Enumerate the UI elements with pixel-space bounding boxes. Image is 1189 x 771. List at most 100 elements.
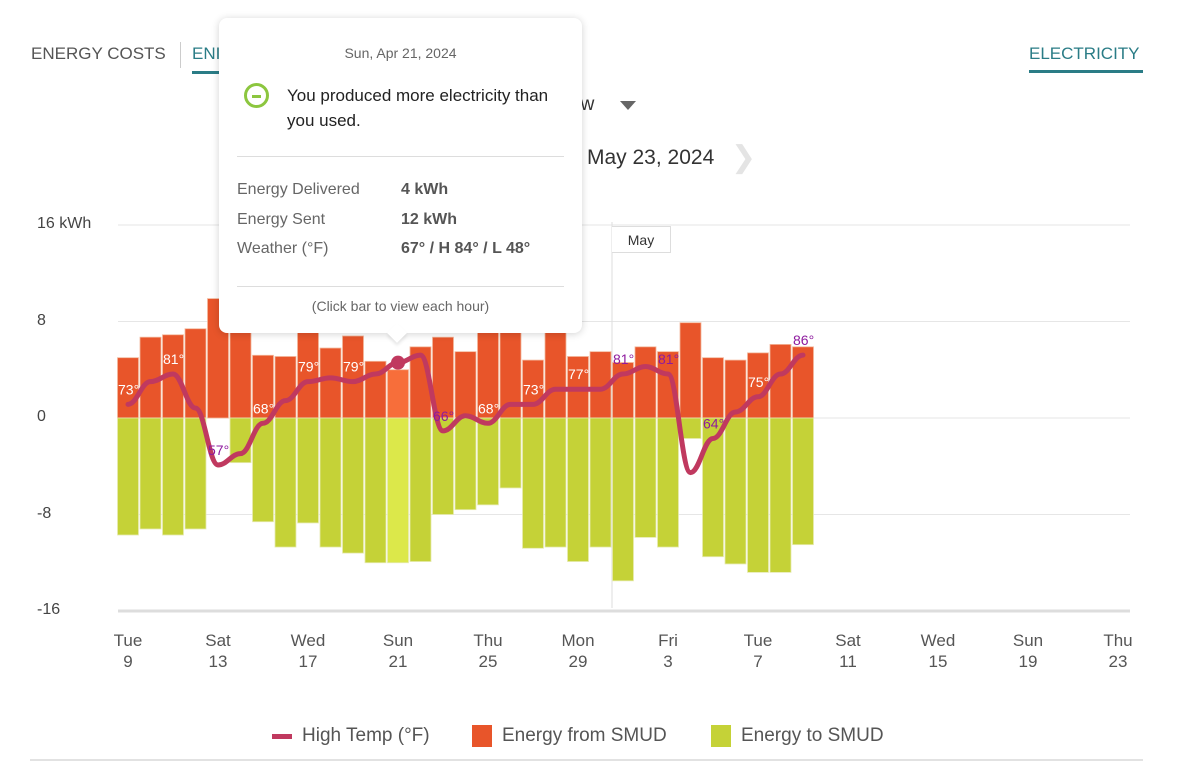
bar-energy-to[interactable] [319, 417, 342, 548]
x-tick-dow: Wed [920, 631, 956, 650]
legend-high-temp[interactable]: High Temp (°F) [272, 725, 430, 747]
x-tick-day: 29 [568, 652, 588, 671]
x-tick-day: 13 [208, 652, 228, 671]
bar-energy-to[interactable] [634, 417, 657, 538]
electricity-tab-underline [1029, 70, 1143, 73]
temp-data-label: 79° [343, 359, 364, 375]
x-tick-day: 9 [123, 652, 133, 671]
bar-energy-to[interactable] [162, 417, 184, 536]
bar-energy-to[interactable] [522, 417, 544, 549]
tooltip-message: You produced more electricity than you u… [287, 86, 549, 130]
bar-energy-from[interactable] [454, 351, 477, 419]
next-period-chevron-icon[interactable]: ❯ [731, 140, 757, 175]
active-tab-underline [192, 71, 222, 74]
legend-energy-from[interactable]: Energy from SMUD [472, 725, 667, 747]
bar-energy-to[interactable] [364, 417, 387, 564]
bar-energy-to[interactable] [477, 417, 499, 506]
legend-label: Energy from SMUD [502, 725, 667, 746]
bar-energy-to[interactable] [274, 417, 297, 548]
bar-energy-from[interactable] [679, 322, 702, 419]
tooltip-row-value: 4 kWh [401, 181, 449, 198]
bar-energy-from[interactable] [319, 347, 342, 419]
x-tick-label: Thu 25 [458, 630, 518, 672]
bar-energy-to[interactable] [747, 417, 769, 573]
highlight-point [391, 355, 405, 370]
x-tick-label: Wed 17 [278, 630, 338, 672]
x-tick-dow: Tue [743, 631, 773, 650]
bar-energy-to[interactable] [589, 417, 612, 548]
temp-data-label: 57° [208, 442, 229, 458]
legend-line-swatch [272, 733, 292, 739]
temp-data-label: 75° [748, 374, 769, 390]
bar-energy-from[interactable] [634, 346, 657, 419]
legend-square-swatch [711, 725, 731, 747]
legend-energy-to[interactable]: Energy to SMUD [711, 725, 884, 747]
temp-data-label: 68° [478, 400, 499, 416]
bar-energy-to[interactable] [139, 417, 162, 530]
bar-energy-from[interactable] [229, 327, 252, 419]
tooltip-divider [237, 156, 564, 157]
tooltip-row-label: Energy Delivered [237, 181, 360, 198]
tooltip-row-value: 67° / H 84° / L 48° [401, 240, 531, 257]
bar-energy-to[interactable] [499, 417, 522, 489]
temp-data-label: 68° [253, 400, 274, 416]
tooltip-footer: (Click bar to view each hour) [311, 298, 490, 314]
temp-data-label: 79° [298, 359, 319, 375]
month-marker-label: May [612, 226, 671, 253]
temp-data-label: 81° [163, 351, 184, 367]
y-tick-label: 0 [37, 408, 46, 425]
x-tick-dow: Mon [561, 631, 595, 650]
tab-energy-costs[interactable]: ENERGY COSTS [31, 44, 166, 63]
x-tick-day: 15 [928, 652, 948, 671]
bar-energy-from[interactable] [342, 335, 364, 419]
x-tick-dow: Wed [290, 631, 326, 650]
y-tick-label: -8 [37, 504, 52, 522]
x-tick-dow: Thu [473, 631, 503, 650]
temp-data-label: 81° [658, 351, 679, 367]
bar-energy-to[interactable] [117, 417, 139, 536]
minus-circle-icon [244, 83, 269, 108]
x-tick-day: 23 [1108, 652, 1128, 671]
bar-energy-to[interactable] [387, 417, 409, 564]
bar-energy-to[interactable] [612, 417, 634, 582]
x-tick-label: Tue 9 [98, 630, 158, 672]
bar-energy-to[interactable] [702, 417, 724, 558]
bar-energy-to[interactable] [432, 417, 454, 515]
temp-data-label: 77° [568, 366, 589, 382]
bar-energy-to[interactable] [342, 417, 364, 554]
x-tick-day: 21 [388, 652, 408, 671]
bar-tooltip: Sun, Apr 21, 2024 You produced more elec… [219, 18, 582, 343]
tooltip-row-label: Weather (°F) [237, 240, 329, 257]
bar-energy-to[interactable] [792, 417, 814, 546]
x-tick-label: Sat 11 [818, 630, 878, 672]
tooltip-row-label: Energy Sent [237, 211, 326, 228]
legend-square-swatch [472, 725, 492, 747]
high-temp-line [125, 352, 806, 476]
bar-energy-from[interactable] [702, 357, 724, 419]
bar-energy-to[interactable] [454, 417, 477, 511]
bar-energy-to[interactable] [567, 417, 589, 562]
bar-energy-to[interactable] [252, 417, 274, 523]
tab-electricity[interactable]: ELECTRICITY [1029, 44, 1140, 63]
legend-label: Energy to SMUD [741, 725, 884, 746]
bar-energy-from[interactable] [387, 369, 409, 419]
bar-energy-to[interactable] [724, 417, 747, 565]
tooltip-date: Sun, Apr 21, 2024 [344, 45, 457, 61]
tab-energy-use[interactable]: ENI [192, 44, 221, 63]
bar-energy-to[interactable] [544, 417, 567, 548]
temp-data-label: 66° [433, 408, 454, 424]
bar-energy-from[interactable] [544, 331, 567, 419]
temp-data-label: 81° [613, 351, 634, 367]
bar-energy-to[interactable] [769, 417, 792, 573]
bar-energy-to[interactable] [297, 417, 319, 524]
legend-label: High Temp (°F) [302, 725, 430, 746]
x-tick-dow: Tue [113, 631, 143, 650]
bar-energy-to[interactable] [409, 417, 432, 562]
x-tick-day: 3 [663, 652, 673, 671]
bar-energy-to[interactable] [657, 417, 679, 548]
x-tick-dow: Thu [1103, 631, 1133, 650]
bar-energy-to[interactable] [184, 417, 207, 530]
x-tick-label: Thu 23 [1088, 630, 1148, 672]
date-range-end: May 23, 2024 [587, 146, 715, 169]
